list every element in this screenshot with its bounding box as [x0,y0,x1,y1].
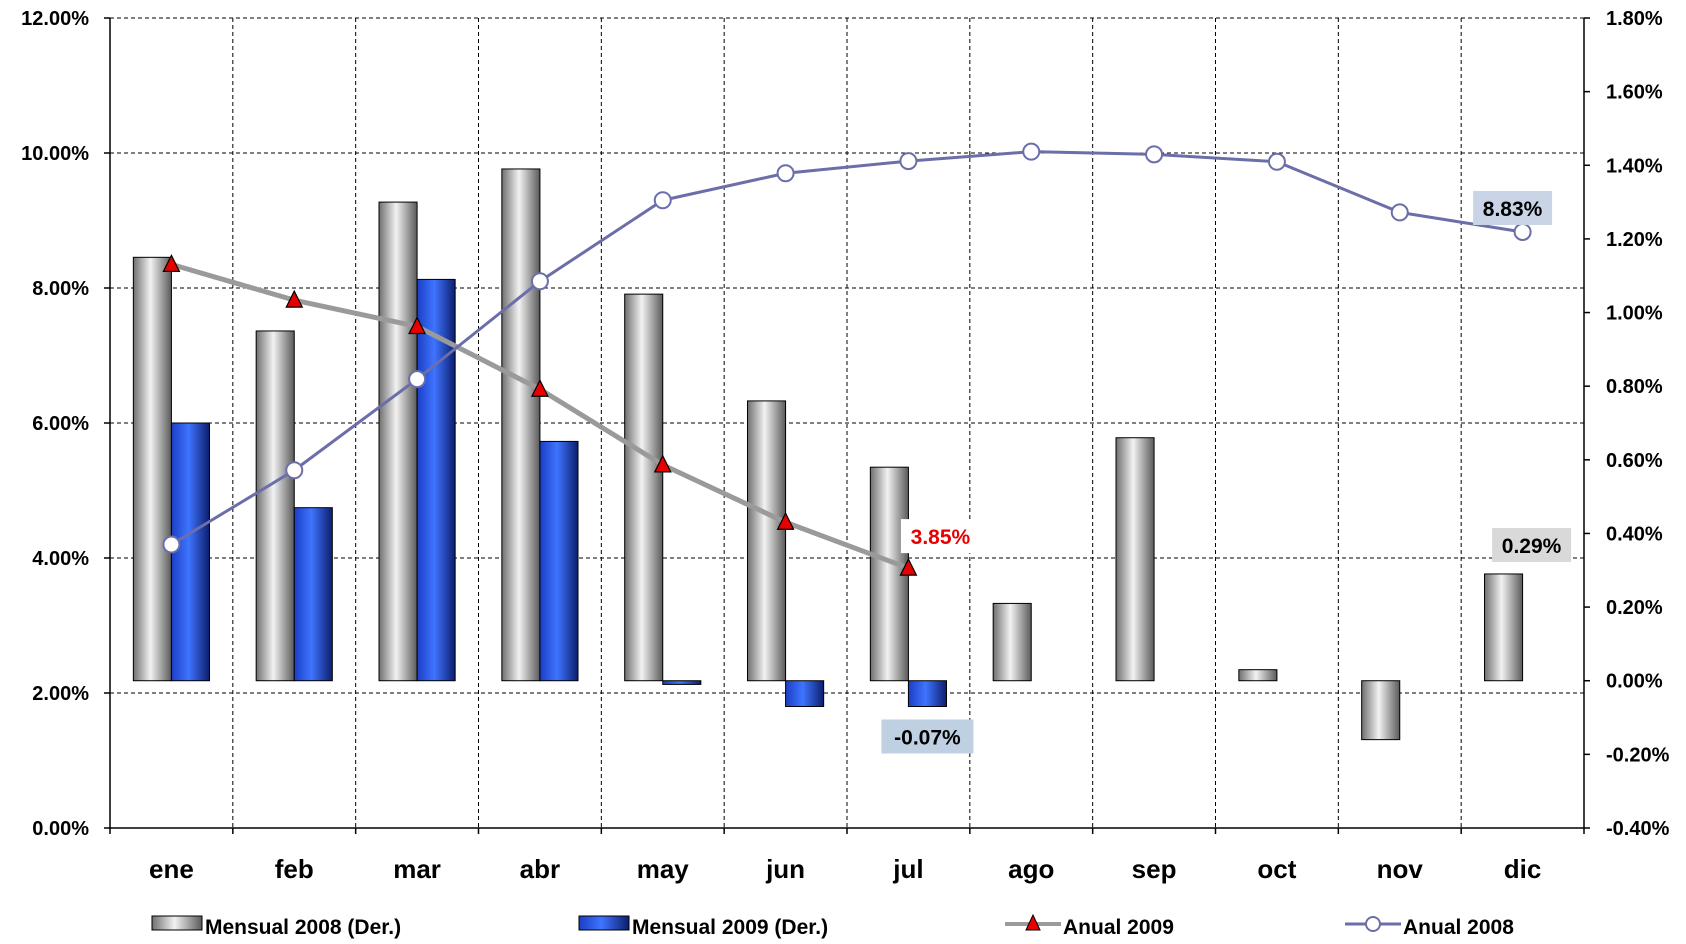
data-label-bg [1473,190,1553,225]
legend-label-anual-2008: Anual 2008 [1403,916,1514,939]
bar-mensual-2009-jun [785,680,825,708]
point-anual-2008-mar [408,370,427,389]
point-anual-2009-abr [530,378,549,397]
y-right-tick-label: 1.60% [1606,82,1663,104]
data-label: -0.07% [894,727,961,750]
point-anual-2008-sep [1145,145,1164,164]
legend-label-anual-2009: Anual 2009 [1063,916,1174,939]
bar-mensual-2008-oct [1238,669,1278,682]
y-right-tick-label: 0.80% [1606,376,1663,398]
x-tick-label-jul: jul [892,854,923,884]
y-right-tick-label: 0.20% [1606,597,1663,619]
bar-mensual-2009-mar [416,278,456,682]
data-label: 8.83% [1483,198,1543,221]
legend-marker-anual-2008 [1365,916,1381,932]
data-label: 3.85% [911,526,971,549]
point-anual-2009-jul [899,557,918,576]
line-anual-2008 [170,150,1523,546]
point-anual-2008-dic [1513,222,1532,241]
y-left-tick-label: 10.00% [21,143,89,165]
x-tick-label-jun: jun [765,854,805,884]
bar-mensual-2008-feb [255,330,295,682]
x-tick-label-abr: abr [520,854,560,884]
bar-mensual-2009-jul [907,680,947,708]
y-left-tick-label: 12.00% [21,8,89,30]
point-anual-2008-ago [1022,142,1041,161]
point-anual-2009-may [653,454,672,473]
bar-mensual-2009-may [662,680,702,685]
y-left-tick-label: 0.00% [32,818,89,840]
y-right-tick-label: -0.20% [1606,744,1670,766]
point-anual-2008-jun [776,164,795,183]
legend-label-mensual-2008-der: Mensual 2008 (Der.) [205,916,401,939]
bar-mensual-2009-abr [539,440,579,682]
bar-mensual-2008-mar [378,201,418,682]
bar-mensual-2009-ene [170,422,210,682]
x-tick-label-ene: ene [149,854,194,884]
y-right-tick-label: -0.40% [1606,818,1670,840]
data-label-bg [881,719,974,754]
point-anual-2008-nov [1390,203,1409,222]
legend-label-mensual-2009-der: Mensual 2009 (Der.) [632,916,828,939]
bar-mensual-2008-may [624,293,664,682]
lines [162,142,1532,576]
annotations: 8.83% 3.85% -0.07% 0.29% [881,190,1572,754]
point-anual-2009-feb [285,289,304,308]
bar-mensual-2009-feb [293,507,333,682]
y-right-tick-label: 0.00% [1606,671,1663,693]
y-right-tick-label: 1.20% [1606,229,1663,251]
point-anual-2008-feb [285,461,304,480]
point-anual-2008-ene [162,535,181,554]
legend-swatch-mensual-2008-der [151,915,203,931]
legend: Mensual 2008 (Der.) Mensual 2009 (Der.) An… [151,913,1514,939]
point-anual-2008-may [653,191,672,210]
y-right-tick-label: 1.40% [1606,155,1663,177]
point-anual-2008-abr [530,272,549,291]
point-anual-2009-jun [776,511,795,530]
data-label: 0.29% [1502,535,1562,558]
y-left-tick-label: 2.00% [32,683,89,705]
legend-swatch-mensual-2009-der [578,915,630,931]
axes: 0.00% 2.00% 4.00% 6.00% 8.00% 10.00% 12.00% -0.… [21,8,1669,884]
y-right-tick-label: 1.00% [1606,303,1663,325]
bar-mensual-2008-nov [1361,680,1401,741]
y-right-tick-label: 1.80% [1606,8,1663,30]
x-tick-label-dic: dic [1504,854,1542,884]
y-right-tick-label: 0.60% [1606,450,1663,472]
y-left-tick-label: 4.00% [32,548,89,570]
x-tick-label-oct: oct [1257,854,1296,884]
point-anual-2008-jul [899,152,918,171]
x-tick-label-nov: nov [1377,854,1424,884]
point-anual-2009-mar [408,316,427,335]
bar-mensual-2008-ago [992,602,1032,682]
bar-mensual-2008-jun [747,400,787,682]
x-tick-label-ago: ago [1008,854,1054,884]
bars [132,168,1524,741]
x-tick-label-feb: feb [275,854,314,884]
bar-mensual-2008-abr [501,168,541,682]
bar-mensual-2008-ene [132,256,172,682]
x-tick-label-mar: mar [393,854,441,884]
x-tick-label-sep: sep [1132,854,1177,884]
y-left-tick-label: 8.00% [32,278,89,300]
legend-marker-anual-2009 [1025,913,1041,931]
y-left-tick-label: 6.00% [32,413,89,435]
bar-mensual-2008-dic [1484,573,1524,682]
data-label-bg [1492,527,1572,562]
bar-mensual-2008-sep [1115,437,1155,682]
y-right-tick-label: 0.40% [1606,523,1663,545]
point-anual-2008-oct [1267,152,1286,171]
data-label-bg [900,519,980,554]
point-anual-2009-ene [162,254,181,272]
x-tick-label-may: may [637,854,690,884]
